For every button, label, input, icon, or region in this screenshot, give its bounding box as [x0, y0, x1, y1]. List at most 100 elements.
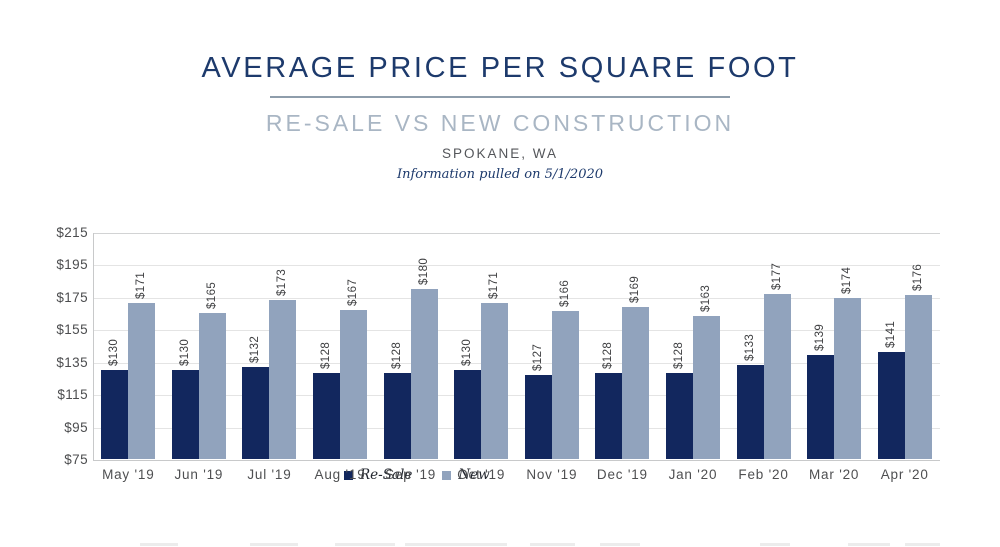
- x-tick-label: Jul '19: [247, 467, 292, 482]
- bar-value-label: $171: [488, 272, 501, 300]
- bar-new: [763, 293, 791, 459]
- bar-value-label: $139: [814, 324, 827, 352]
- bar-value-label: $180: [417, 257, 430, 285]
- legend-swatch-icon: [344, 471, 353, 481]
- bottom-dash: [848, 543, 890, 546]
- bar-value-label: $163: [699, 285, 712, 313]
- bar-value-label: $173: [276, 268, 289, 297]
- gridline: [93, 460, 940, 461]
- gridline: [93, 265, 940, 267]
- bottom-dash: [600, 543, 640, 546]
- x-tick-label: Feb '20: [738, 467, 789, 482]
- title-divider-line: [270, 96, 730, 98]
- bar-value-label: $165: [205, 281, 218, 310]
- bar-new: [692, 316, 720, 459]
- bar-resale: [665, 373, 693, 459]
- bar-resale: [313, 373, 341, 459]
- bar-value-label: $127: [531, 343, 544, 371]
- gridline: [93, 330, 940, 332]
- bar-value-label: $130: [461, 338, 474, 366]
- bar-value-label: $132: [249, 335, 262, 363]
- bar-value-label: $167: [347, 278, 360, 306]
- x-tick-label: Jun '19: [174, 467, 224, 482]
- bar-value-label: $128: [390, 341, 403, 370]
- y-tick-label: $215: [56, 225, 88, 240]
- bar-value-label: $174: [841, 267, 854, 295]
- bar-resale: [595, 373, 623, 459]
- y-tick-label: $75: [64, 452, 88, 467]
- bottom-dash: [405, 543, 467, 546]
- bar-new: [904, 295, 932, 459]
- bar-value-label: $128: [320, 341, 333, 370]
- page-title: AVERAGE PRICE PER SQUARE FOOT: [201, 52, 799, 84]
- bar-resale: [736, 364, 764, 459]
- bottom-dash: [140, 543, 178, 546]
- y-tick-label: $95: [64, 419, 88, 435]
- x-tick-label: Apr '20: [880, 467, 929, 482]
- bottom-dash: [250, 543, 298, 546]
- bar-new: [481, 303, 509, 459]
- bar-new: [551, 311, 579, 459]
- x-tick-label: Aug '19: [314, 467, 366, 482]
- bar-new: [410, 288, 438, 459]
- gridline: [93, 395, 940, 397]
- bar-value-label: $130: [108, 338, 121, 366]
- gridline: [93, 297, 940, 299]
- bottom-dash: [760, 543, 790, 546]
- bar-value-label: $169: [629, 275, 642, 303]
- y-tick-label: $195: [56, 257, 88, 273]
- bar-new: [128, 303, 156, 459]
- bar-new: [340, 309, 368, 459]
- bar-resale: [242, 366, 270, 459]
- x-tick-label: Oct '19: [457, 467, 506, 482]
- legend-item-resale: Re-Sale: [344, 467, 413, 483]
- y-tick-label: $135: [56, 354, 88, 370]
- legend-swatch-icon: [442, 471, 452, 481]
- bar-value-label: $141: [884, 320, 897, 348]
- bar-new: [198, 313, 226, 459]
- bar-value-label: $133: [743, 333, 756, 361]
- legend-label: Re-Sale: [360, 467, 413, 483]
- gridline: [93, 233, 940, 234]
- gridline: [93, 427, 940, 429]
- bar-value-label: $128: [672, 341, 685, 370]
- bottom-dash: [455, 543, 507, 546]
- bar-resale: [171, 369, 199, 459]
- bar-new: [622, 306, 650, 459]
- location-label: SPOKANE, WA: [441, 146, 559, 161]
- bar-value-label: $176: [911, 264, 924, 292]
- y-axis-line: [93, 233, 94, 460]
- bar-resale: [454, 369, 482, 459]
- bar-resale: [877, 352, 905, 459]
- x-tick-label: Mar '20: [809, 467, 860, 482]
- bar-value-label: $128: [602, 341, 615, 370]
- bar-resale: [101, 369, 129, 459]
- legend-item-new: New: [442, 467, 490, 483]
- y-tick-label: $115: [57, 387, 88, 403]
- bottom-dash: [905, 543, 940, 546]
- bottom-dash: [335, 543, 395, 546]
- legend-label: New: [458, 467, 490, 483]
- bar-resale: [524, 374, 552, 459]
- bar-value-label: $130: [178, 338, 191, 366]
- bar-new: [834, 298, 862, 459]
- gridline: [93, 362, 940, 364]
- plot-area: Re-Sale New $130 $171 $130 $165 $132 $173 $128 $…: [93, 233, 940, 482]
- bar-value-label: $171: [135, 272, 148, 300]
- y-tick-label: $175: [56, 289, 88, 305]
- chart-legend: Re-Sale New: [344, 467, 490, 483]
- pulled-date-note: Information pulled on 5/1/2020: [396, 167, 604, 182]
- bar-resale: [807, 355, 835, 459]
- bar-value-label: $177: [770, 262, 783, 290]
- bar-resale: [383, 373, 411, 459]
- x-tick-label: Jan '20: [668, 467, 718, 482]
- bottom-dash: [530, 543, 575, 546]
- bar-value-label: $166: [558, 280, 571, 308]
- x-tick-label: Dec '19: [596, 467, 648, 482]
- x-tick-label: Sep '19: [385, 467, 437, 482]
- y-tick-label: $155: [56, 322, 88, 338]
- x-tick-label: Nov '19: [526, 467, 578, 482]
- bar-new: [269, 300, 297, 459]
